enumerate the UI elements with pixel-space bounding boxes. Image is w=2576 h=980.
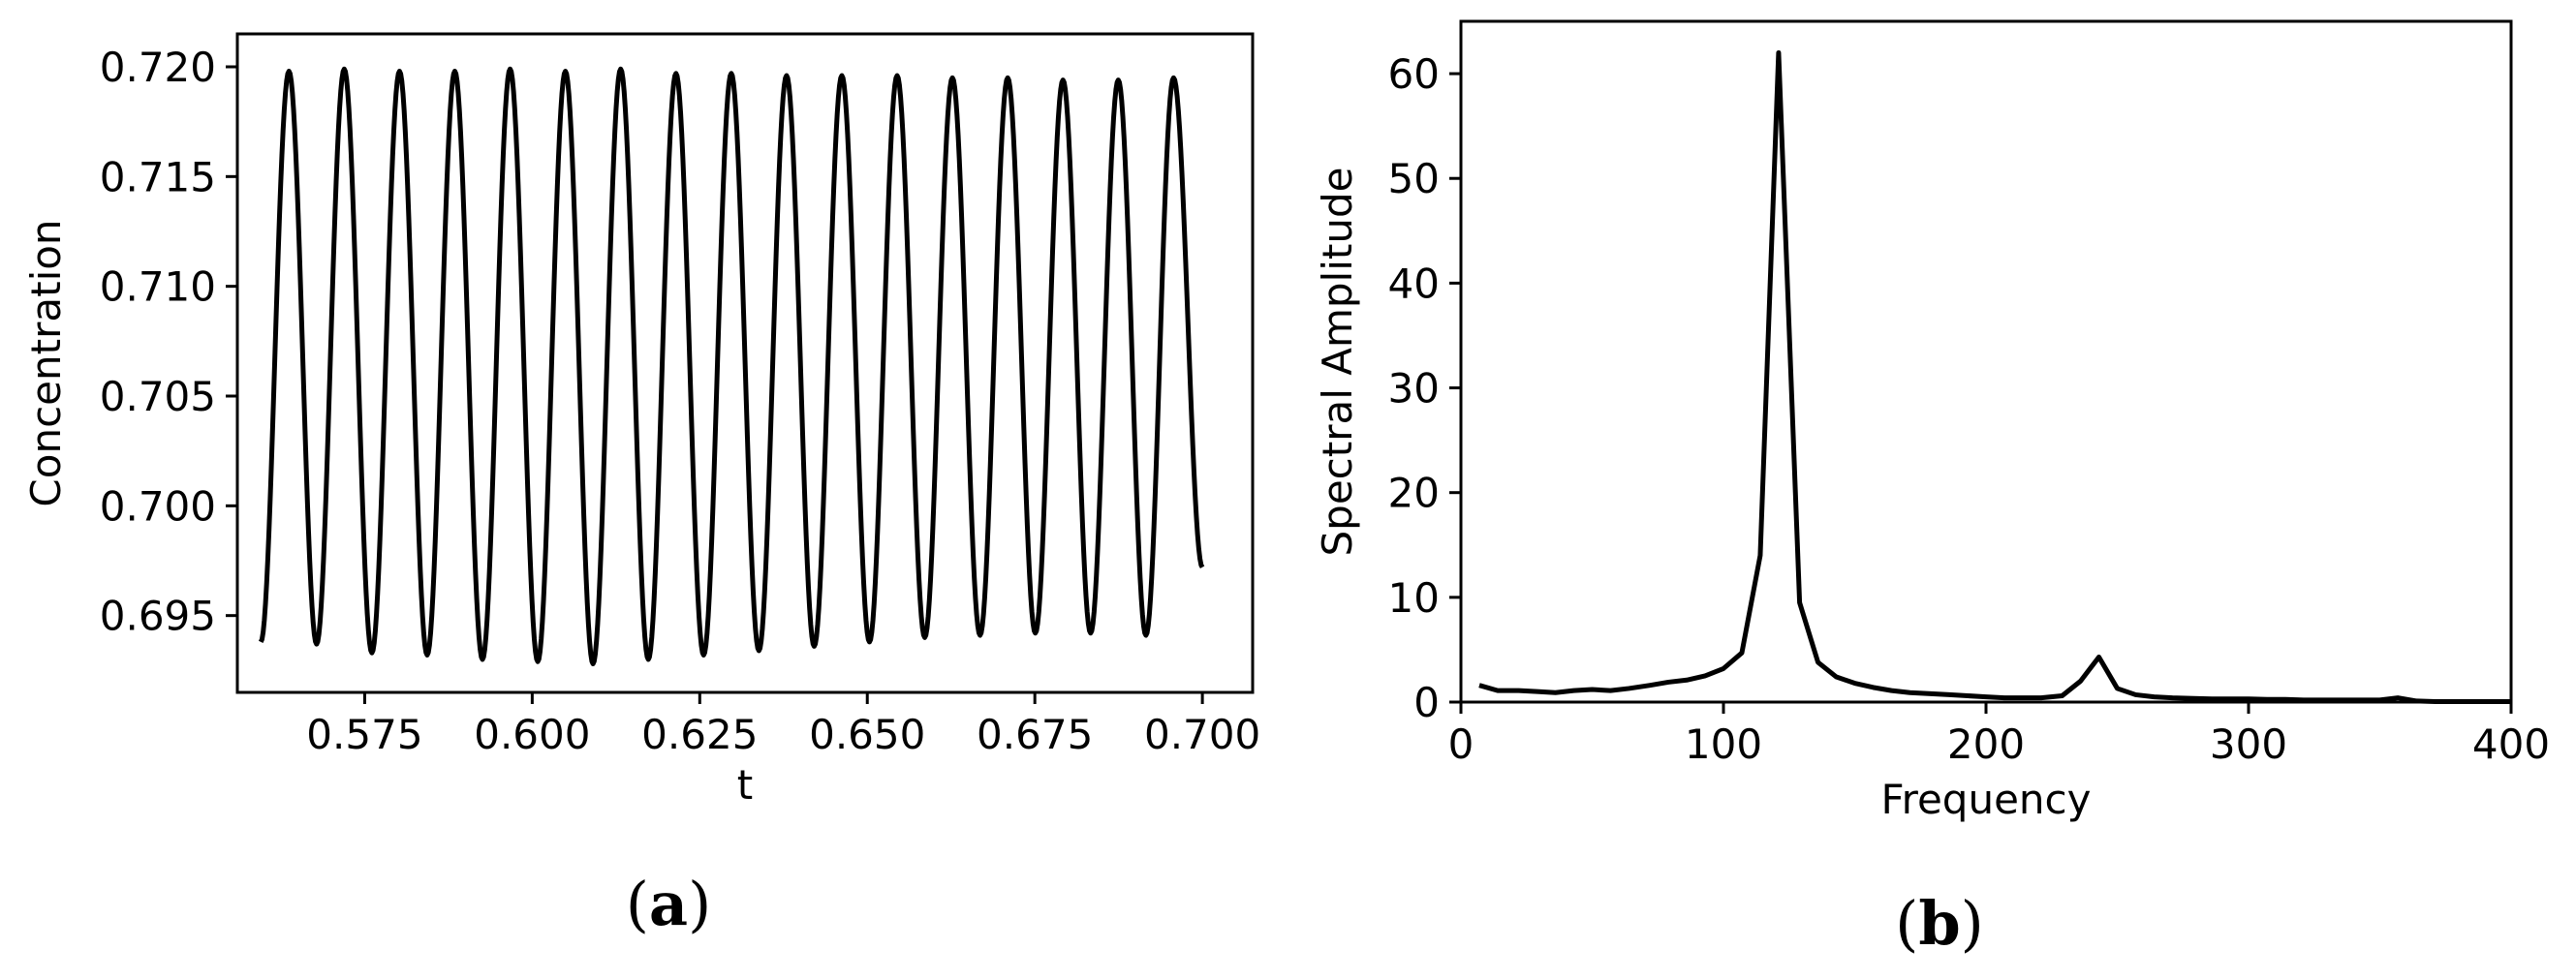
y-axis-label: Spectral Amplitude <box>1314 168 1361 557</box>
x-tick-label: 0.675 <box>977 711 1093 758</box>
panel-a-time-series: 0.575 0.600 0.625 0.650 0.675 0.700 0.695 0.700… <box>22 32 1260 939</box>
y-tick-label: 10 <box>1388 574 1440 622</box>
x-axis-label: Frequency <box>1881 776 2092 823</box>
y-tick-label: 0.695 <box>100 593 216 640</box>
y-axis-label: Concentration <box>22 219 70 506</box>
x-tick-label: 400 <box>2472 720 2550 768</box>
y-tick-label: 0.710 <box>100 263 216 311</box>
y-tick-label: 0 <box>1413 679 1440 726</box>
series-line-1 <box>1478 49 2511 704</box>
x-tick-label: 0.650 <box>809 711 925 758</box>
y-tick-label: 50 <box>1388 155 1440 202</box>
x-tick-label: 100 <box>1685 720 1762 768</box>
y-tick-label: 60 <box>1388 50 1440 98</box>
y-tick-label: 0.720 <box>100 44 216 91</box>
y-tick-label: 0.700 <box>100 482 216 530</box>
panel-b-spectrum: 0 100 200 300 400 0 10 20 30 40 50 60 Frequency Spect… <box>1314 19 2550 959</box>
x-tick-label: 200 <box>1947 720 2025 768</box>
y-tick-label: 0.705 <box>100 373 216 420</box>
x-tick-label: 300 <box>2210 720 2287 768</box>
x-axis-label: t <box>737 761 753 809</box>
x-tick-label: 0.600 <box>474 711 590 758</box>
y-tick-label: 30 <box>1388 365 1440 413</box>
x-tick-label: 0.625 <box>641 711 758 758</box>
y-tick-label: 0.715 <box>100 153 216 200</box>
axes-frame <box>235 32 1255 694</box>
series-line-1 <box>258 66 1205 667</box>
axes-frame <box>1459 19 2513 704</box>
x-tick-label: 0 <box>1448 720 1474 768</box>
x-tick-label: 0.575 <box>306 711 422 758</box>
x-tick-label: 0.700 <box>1144 711 1260 758</box>
y-tick-label: 40 <box>1388 260 1440 307</box>
panel-label: (b) <box>1895 888 1984 959</box>
y-tick-label: 20 <box>1388 470 1440 517</box>
panel-label: (a) <box>626 869 712 939</box>
